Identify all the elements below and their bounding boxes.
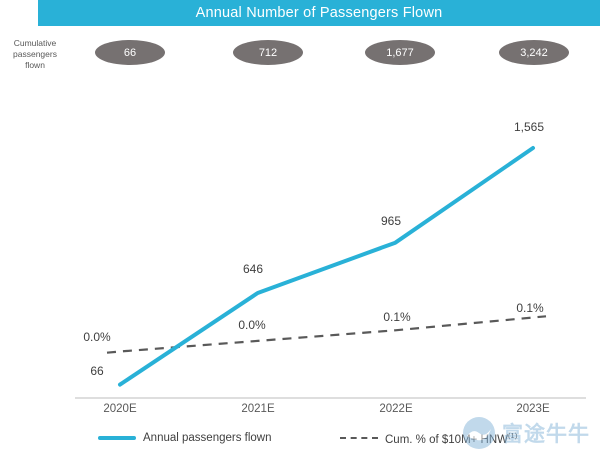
solid-line-swatch-icon <box>98 436 136 440</box>
footnote-marker: (1) <box>508 430 518 440</box>
x-axis-label: 2022E <box>379 403 413 415</box>
x-axis-label: 2021E <box>241 403 275 415</box>
cumulative-badge: 3,242 <box>499 40 569 65</box>
cumulative-badge: 712 <box>233 40 303 65</box>
chart-title: Annual Number of Passengers Flown <box>38 0 600 26</box>
cumulative-side-label: Cumulative passengers flown <box>13 38 57 70</box>
point-label: 0.0% <box>238 318 266 332</box>
point-label: 965 <box>380 214 402 228</box>
point-label: 0.1% <box>516 301 544 315</box>
point-label: 66 <box>90 364 104 378</box>
dashed-line-swatch-icon <box>340 437 378 439</box>
cumulative-badge: 66 <box>95 40 165 65</box>
cumulative-badge: 1,677 <box>365 40 435 65</box>
annual-passengers-line <box>118 146 535 387</box>
legend-item-annual-passengers: Annual passengers flown <box>98 430 272 446</box>
legend-label: Cum. % of $10M+ HNW(1) <box>385 430 518 446</box>
point-label: 0.1% <box>383 310 411 324</box>
chart-legend: Annual passengers flown Cum. % of $10M+ … <box>0 430 600 448</box>
point-label: 0.0% <box>83 330 111 344</box>
legend-item-cum-hnw: Cum. % of $10M+ HNW(1) <box>340 430 517 446</box>
x-axis-label: 2020E <box>103 403 137 415</box>
x-axis-label: 2023E <box>516 403 550 415</box>
legend-label: Annual passengers flown <box>143 432 272 444</box>
point-label: 1,565 <box>513 120 545 134</box>
point-label: 646 <box>242 262 264 276</box>
